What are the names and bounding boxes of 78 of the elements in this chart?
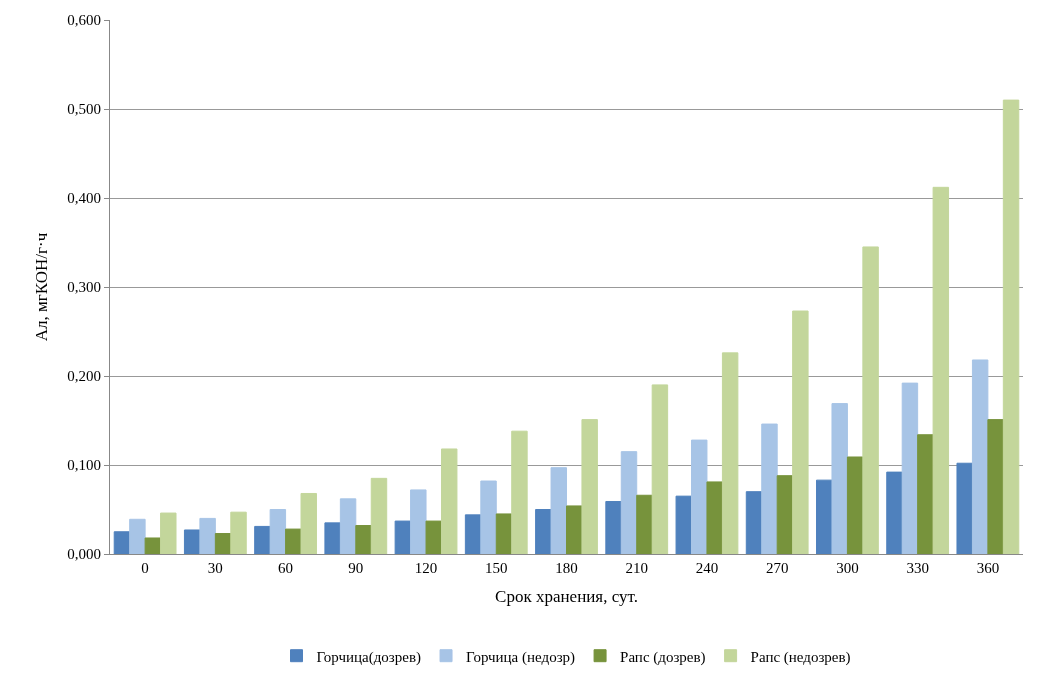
bar	[971, 359, 989, 554]
bar	[230, 511, 247, 554]
x-tick-label: 270	[765, 560, 789, 576]
bar	[511, 430, 528, 554]
bar	[675, 495, 693, 554]
bar	[932, 186, 950, 554]
x-tick-label: 120	[414, 560, 438, 576]
bar	[370, 477, 388, 554]
x-tick-label: 60	[278, 560, 294, 576]
bar	[987, 419, 1004, 554]
bar	[776, 475, 794, 554]
bar	[214, 533, 232, 554]
bar	[324, 522, 341, 554]
bar	[183, 529, 201, 554]
bar	[495, 513, 513, 554]
bar	[355, 525, 372, 554]
x-tick-label: 180	[555, 560, 578, 576]
x-tick-label: 0	[141, 560, 149, 576]
bar	[706, 481, 723, 554]
bar	[440, 448, 458, 554]
bar	[550, 467, 567, 554]
bar	[721, 352, 739, 554]
bar	[410, 489, 427, 554]
bar	[862, 246, 879, 554]
x-tick-label: 330	[906, 560, 929, 576]
x-tick-label: 360	[976, 560, 1000, 576]
bar	[792, 310, 809, 554]
bar	[816, 479, 833, 554]
x-tick-label: 240	[695, 560, 719, 576]
y-tick-label: 0,200	[67, 368, 101, 385]
y-tick-label: 0,600	[67, 12, 101, 29]
x-axis-title: Срок хранения, сут.	[495, 587, 638, 607]
legend-label: Рапс (дозрев)	[620, 648, 706, 666]
legend-label: Горчица (недозр)	[466, 648, 576, 666]
legend-label: Рапс (недозрев)	[750, 648, 851, 666]
bar	[300, 492, 317, 554]
x-tick-label: 300	[836, 560, 859, 576]
x-tick-label: 150	[485, 560, 508, 576]
bar	[199, 517, 216, 554]
bar	[535, 509, 552, 554]
bar	[651, 384, 669, 554]
bar	[160, 512, 177, 554]
x-tick-label: 210	[625, 560, 648, 576]
bar	[269, 509, 287, 554]
bar	[129, 518, 146, 554]
bar	[901, 382, 919, 554]
bar	[846, 456, 864, 554]
bar	[464, 514, 482, 554]
bar	[566, 505, 583, 554]
bar	[113, 531, 131, 554]
x-tick-label: 30	[207, 560, 223, 576]
bar	[1002, 99, 1020, 554]
bar	[285, 528, 302, 554]
y-tick-label: 0,100	[67, 457, 101, 474]
y-axis-title: Ал, мгКОН/г·ч	[31, 232, 51, 342]
bar	[144, 537, 162, 554]
legend-label: Горчица(дозрев)	[316, 648, 422, 666]
bar	[581, 419, 598, 554]
bar	[254, 525, 271, 554]
y-tick-label: 0,400	[67, 190, 101, 207]
bar	[425, 520, 442, 554]
y-tick-label: 0,000	[67, 546, 101, 563]
x-tick-label: 90	[348, 560, 364, 576]
y-tick-label: 0,500	[67, 101, 101, 118]
bar	[480, 480, 497, 554]
bar	[394, 520, 412, 554]
bar	[761, 423, 778, 554]
bar	[831, 403, 848, 554]
y-tick-label: 0,300	[67, 279, 101, 296]
bar	[339, 498, 357, 554]
bar	[917, 434, 934, 554]
bar	[745, 491, 763, 554]
bar	[956, 462, 973, 554]
bar	[691, 439, 708, 554]
bar	[636, 494, 653, 554]
bar	[605, 500, 622, 554]
bar	[886, 471, 903, 554]
bar	[620, 451, 638, 554]
